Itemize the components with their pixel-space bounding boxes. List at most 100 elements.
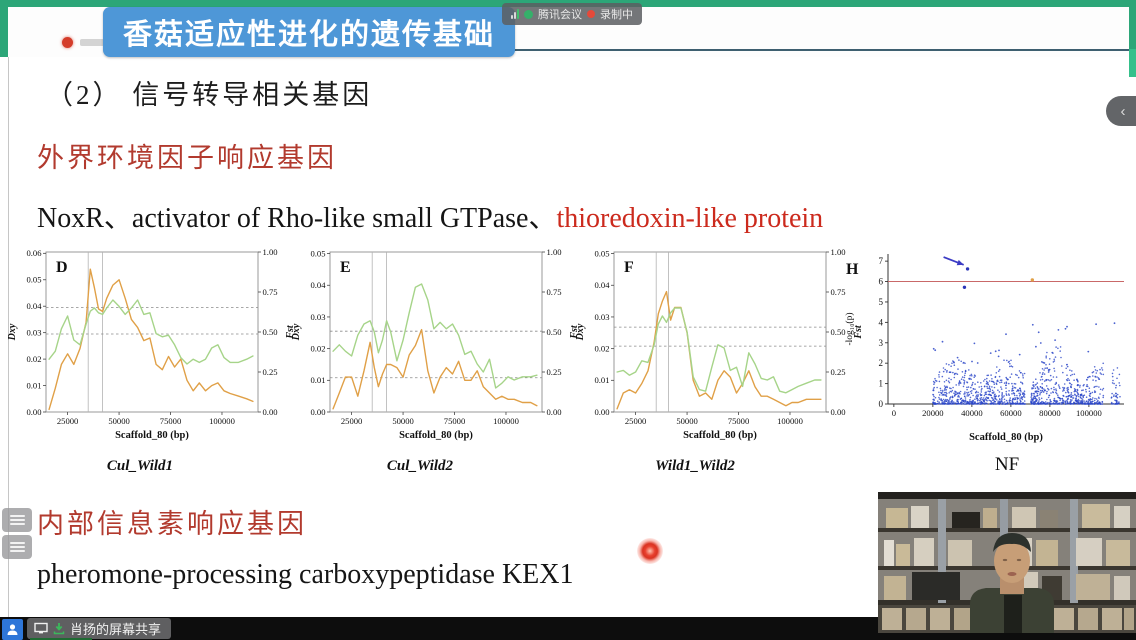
svg-text:100000: 100000 — [1076, 408, 1102, 418]
webcam-video-tile[interactable] — [878, 492, 1136, 633]
svg-text:0.05: 0.05 — [26, 275, 41, 285]
svg-text:80000: 80000 — [1039, 408, 1060, 418]
laser-pointer-dot — [637, 538, 663, 564]
svg-text:0.25: 0.25 — [263, 367, 278, 377]
svg-text:0.01: 0.01 — [310, 375, 325, 385]
monitor-icon — [34, 622, 48, 634]
svg-text:-log₁₀(p): -log₁₀(p) — [844, 312, 855, 345]
svg-text:0.02: 0.02 — [26, 354, 41, 364]
blurred-text — [80, 39, 104, 46]
svg-text:Scaffold_80 (bp): Scaffold_80 (bp) — [683, 430, 757, 441]
slide-heading: （2） 信号转导相关基因 — [46, 80, 373, 110]
header-right-edge — [1129, 49, 1136, 77]
svg-text:0.00: 0.00 — [547, 407, 562, 417]
svg-text:1: 1 — [879, 379, 884, 389]
svg-text:Dxy: Dxy — [575, 323, 586, 341]
gene-kex1-line: pheromone-processing carboxypeptidase KE… — [37, 559, 574, 590]
recording-label: 录制中 — [600, 9, 633, 21]
recording-dot-icon — [587, 10, 595, 18]
svg-text:0.01: 0.01 — [594, 375, 609, 385]
svg-text:0.25: 0.25 — [547, 367, 562, 377]
gene-list-black: NoxR、activator of Rho-like small GTPase、 — [37, 203, 557, 234]
panel-h-scatter-chart: 0 1 2 3 4 5 6 7 0 20000 40000 60000 80000 100000 Scaff… — [844, 254, 1124, 443]
page-title: 香菇适应性进化的遗传基础 — [122, 19, 495, 51]
caption-wild1-wild2: Wild1_Wild2 — [655, 458, 735, 474]
meeting-app-icon — [524, 9, 533, 19]
svg-text:Dxy: Dxy — [291, 323, 302, 341]
svg-text:0.75: 0.75 — [831, 287, 846, 297]
svg-text:75000: 75000 — [160, 416, 181, 426]
svg-text:0.00: 0.00 — [310, 407, 325, 417]
participant-icon[interactable] — [2, 619, 23, 640]
share-arrow-icon — [53, 623, 65, 635]
svg-text:1.00: 1.00 — [263, 247, 278, 257]
svg-text:40000: 40000 — [961, 408, 982, 418]
chevron-left-icon: ‹ — [1120, 102, 1126, 120]
collapse-panel-button[interactable]: ‹ — [1106, 96, 1136, 126]
caption-nf: NF — [994, 454, 1020, 475]
svg-text:0.75: 0.75 — [263, 287, 278, 297]
svg-text:0.04: 0.04 — [310, 280, 326, 290]
svg-text:50000: 50000 — [108, 416, 129, 426]
svg-text:0.05: 0.05 — [310, 248, 325, 258]
svg-text:0.02: 0.02 — [310, 343, 325, 353]
svg-text:Dxy: Dxy — [7, 323, 18, 341]
svg-text:0.00: 0.00 — [831, 407, 846, 417]
svg-text:25000: 25000 — [625, 416, 646, 426]
svg-text:0.05: 0.05 — [594, 248, 609, 258]
svg-text:100000: 100000 — [493, 416, 519, 426]
svg-text:100000: 100000 — [777, 416, 803, 426]
slide-title-banner: 香菇适应性进化的遗传基础 — [103, 7, 515, 57]
svg-text:100000: 100000 — [209, 416, 235, 426]
taskbar-accent — [30, 638, 92, 640]
meeting-status-pill[interactable]: 腾讯会议 录制中 — [502, 3, 642, 25]
svg-text:2: 2 — [879, 358, 884, 368]
slide-left-border — [8, 57, 9, 617]
svg-text:E: E — [340, 259, 351, 276]
gene-list-red: thioredoxin-like protein — [556, 203, 824, 234]
annotation-tool-button-1[interactable] — [2, 508, 32, 532]
svg-text:75000: 75000 — [728, 416, 749, 426]
slide-header: 香菇适应性进化的遗传基础 腾讯会议 录制中 — [0, 0, 1136, 77]
svg-text:0.50: 0.50 — [831, 327, 846, 337]
svg-text:50000: 50000 — [392, 416, 413, 426]
section-title-external-factors: 外界环境因子响应基因 — [37, 143, 337, 173]
svg-text:1.00: 1.00 — [831, 247, 846, 257]
svg-text:50000: 50000 — [676, 416, 697, 426]
screen-share-pill[interactable]: 肖扬的屏幕共享 — [27, 618, 172, 639]
panel-e-line-chart: 0.00 0.01 0.02 0.03 0.04 0.05 0.00 0.25 0.50 0.75… — [291, 247, 580, 441]
panel-d-line-chart: 0.00 0.01 0.02 0.03 0.04 0.05 0.06 0.00 0.25 0.50… — [7, 247, 296, 441]
svg-text:0.50: 0.50 — [547, 327, 562, 337]
svg-text:4: 4 — [879, 317, 884, 327]
svg-text:0.04: 0.04 — [594, 280, 610, 290]
svg-text:0.06: 0.06 — [26, 248, 42, 258]
svg-text:7: 7 — [879, 256, 884, 266]
share-label: 肖扬的屏幕共享 — [70, 622, 162, 637]
svg-text:H: H — [846, 261, 859, 278]
svg-text:60000: 60000 — [1000, 408, 1021, 418]
svg-text:6: 6 — [879, 277, 884, 287]
svg-text:Scaffold_80 (bp): Scaffold_80 (bp) — [969, 432, 1043, 443]
svg-text:25000: 25000 — [57, 416, 78, 426]
svg-text:20000: 20000 — [922, 408, 943, 418]
svg-text:0.25: 0.25 — [831, 367, 846, 377]
meeting-app-name: 腾讯会议 — [538, 9, 582, 21]
svg-text:0.03: 0.03 — [26, 327, 41, 337]
caption-cul-wild2: Cul_Wild2 — [386, 458, 454, 474]
svg-text:5: 5 — [879, 297, 884, 307]
signal-icon — [511, 9, 519, 19]
svg-text:0.75: 0.75 — [547, 287, 562, 297]
svg-text:0.50: 0.50 — [263, 327, 278, 337]
svg-text:Fst: Fst — [853, 324, 864, 340]
svg-text:Fst: Fst — [285, 324, 296, 340]
svg-text:25000: 25000 — [341, 416, 362, 426]
header-rule — [512, 49, 1130, 51]
svg-text:0.03: 0.03 — [594, 312, 609, 322]
svg-text:1.00: 1.00 — [547, 247, 562, 257]
record-dot-icon — [62, 37, 73, 48]
svg-text:0.00: 0.00 — [594, 407, 609, 417]
svg-text:0.02: 0.02 — [594, 343, 609, 353]
caption-cul-wild1: Cul_Wild1 — [106, 458, 174, 474]
annotation-tool-button-2[interactable] — [2, 535, 32, 559]
